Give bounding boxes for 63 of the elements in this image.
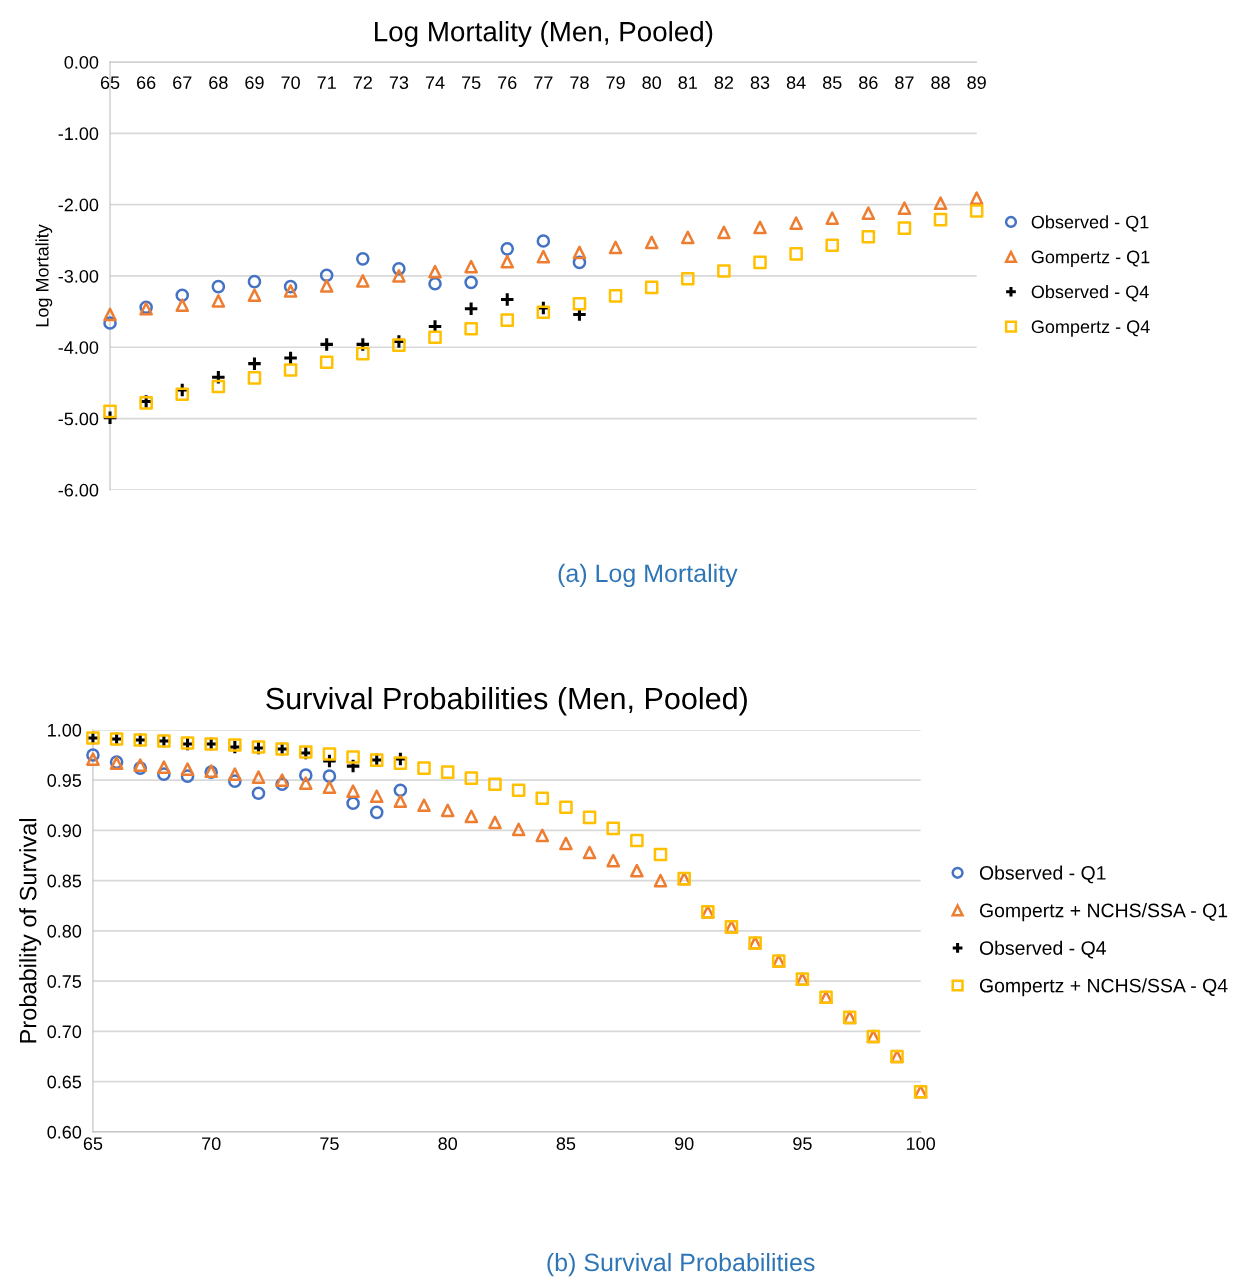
x-tick-label: 65 — [83, 1137, 103, 1151]
x-tick-label: 73 — [389, 76, 409, 90]
y-tick-label: 0.90 — [47, 824, 82, 838]
x-tick-label: 72 — [353, 76, 372, 89]
legend-label: Gompertz - Q4 — [1031, 320, 1150, 337]
x-tick-label: 88 — [931, 76, 950, 90]
y-tick-label: -4.00 — [58, 341, 99, 354]
legend-label: Gompertz + NCHS/SSA - Q1 — [979, 903, 1228, 922]
x-tick-label: 65 — [100, 76, 120, 90]
legend-label: Observed - Q4 — [1031, 284, 1149, 302]
x-tick-label: 80 — [438, 1137, 458, 1151]
x-tick-label: 87 — [895, 76, 914, 90]
legend-label: Observed - Q1 — [1031, 215, 1149, 232]
y-tick-label: -1.00 — [58, 127, 99, 141]
y-tick-label: 0.70 — [47, 1025, 82, 1039]
legend-label: Observed - Q4 — [979, 940, 1106, 959]
y-axis-title: Probability of Survival — [19, 818, 42, 1043]
x-tick-label: 100 — [906, 1137, 936, 1151]
x-tick-label: 80 — [642, 76, 662, 90]
x-tick-label: 86 — [859, 76, 878, 90]
y-axis-title: Log Mortality — [35, 224, 53, 327]
x-tick-label: 85 — [556, 1137, 576, 1151]
y-tick-label: 0.60 — [47, 1125, 82, 1139]
y-tick-label: 0.00 — [64, 55, 99, 69]
chart-title: Log Mortality (Men, Pooled) — [375, 21, 713, 47]
x-tick-label: 75 — [320, 1137, 339, 1151]
y-tick-label: 0.80 — [47, 924, 82, 938]
legend-label: Observed - Q1 — [979, 865, 1106, 884]
y-tick-label: -5.00 — [58, 412, 99, 426]
text: (b) Survival Probabilities — [547, 1252, 815, 1277]
x-tick-label: 67 — [173, 76, 192, 90]
x-tick-label: 95 — [793, 1137, 812, 1151]
y-tick-label: 0.75 — [47, 975, 82, 988]
x-tick-label: 75 — [462, 76, 481, 90]
chart-title: Survival Probabilities (Men, Pooled) — [266, 686, 747, 716]
x-tick-label: 68 — [209, 76, 228, 90]
x-tick-label: 81 — [678, 76, 697, 90]
x-tick-label: 70 — [202, 1137, 221, 1151]
x-tick-label: 83 — [750, 76, 770, 90]
x-tick-label: 77 — [534, 76, 553, 89]
x-tick-label: 69 — [245, 76, 264, 90]
y-tick-label: -2.00 — [58, 198, 99, 212]
x-tick-label: 84 — [786, 76, 806, 90]
x-tick-label: 82 — [714, 76, 734, 90]
legend-label: Gompertz - Q1 — [1031, 250, 1150, 267]
y-tick-label: -6.00 — [58, 483, 99, 497]
y-tick-label: 1.00 — [48, 723, 82, 737]
y-tick-label: 0.85 — [47, 874, 82, 888]
legend-label: Gompertz + NCHS/SSA - Q4 — [979, 978, 1228, 997]
x-tick-label: 71 — [317, 76, 336, 89]
y-tick-label: -3.00 — [58, 269, 99, 283]
x-tick-label: 66 — [137, 76, 156, 90]
x-tick-label: 79 — [606, 76, 625, 90]
x-tick-label: 89 — [967, 76, 986, 90]
x-tick-label: 78 — [570, 76, 589, 90]
x-tick-label: 76 — [498, 76, 517, 90]
x-tick-label: 85 — [822, 76, 842, 90]
y-tick-label: 0.65 — [47, 1075, 82, 1089]
x-tick-label: 70 — [281, 76, 300, 90]
x-tick-label: 74 — [425, 76, 445, 89]
y-tick-label: 0.95 — [47, 774, 82, 787]
text: (a) Log Mortality — [558, 563, 738, 588]
x-tick-label: 90 — [674, 1137, 694, 1151]
